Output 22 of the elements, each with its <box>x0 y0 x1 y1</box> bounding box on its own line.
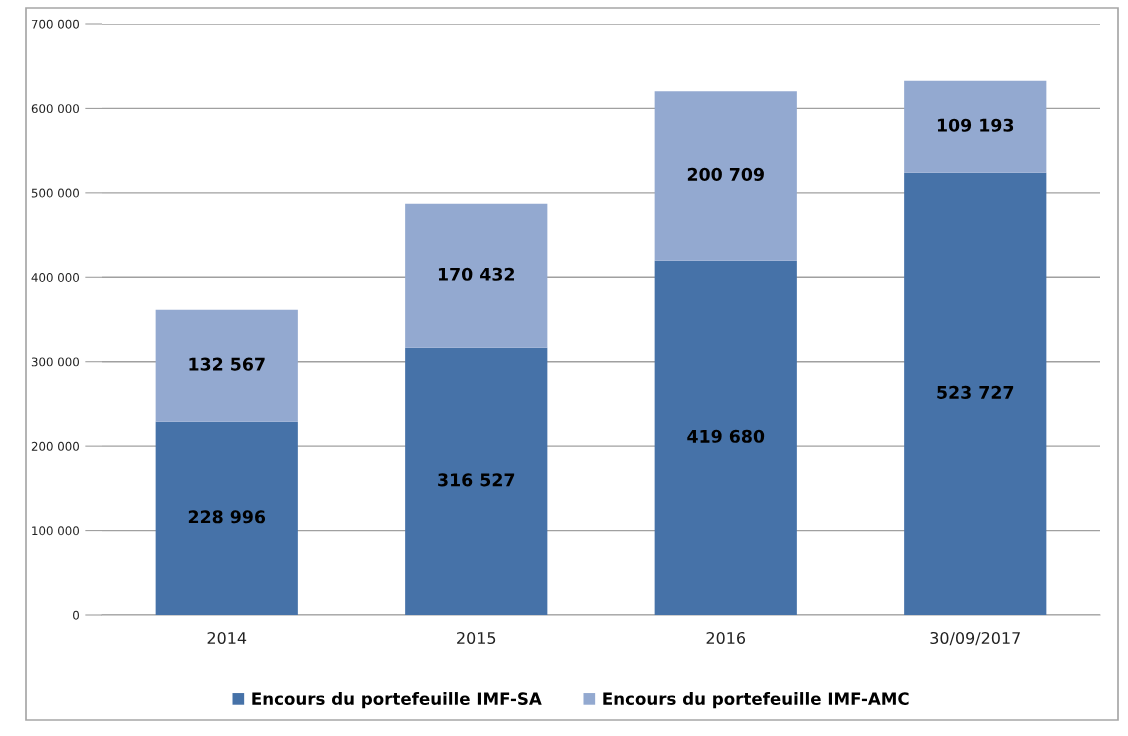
data-label: 419 680 <box>687 429 765 443</box>
y-tick-label: 100 000 <box>32 526 79 536</box>
x-tick-label: 2015 <box>457 631 496 645</box>
legend-label: Encours du portefeuille IMF-AMC <box>603 692 909 709</box>
legend-label: Encours du portefeuille IMF-SA <box>252 692 542 709</box>
y-tick-label: 500 000 <box>31 188 79 198</box>
y-tick-label: 200 000 <box>31 441 79 451</box>
x-tick-label: 30/09/2017 <box>930 631 1020 646</box>
data-label: 523 727 <box>937 385 1014 399</box>
x-tick-label: 2014 <box>207 631 247 645</box>
y-tick-label: 600 000 <box>31 104 79 114</box>
data-label: 132 567 <box>189 357 265 371</box>
data-label: 109 193 <box>937 118 1014 132</box>
y-tick-label: 400 000 <box>31 273 79 282</box>
data-label: 170 432 <box>438 267 514 281</box>
data-label: 200 709 <box>687 167 764 181</box>
data-label: 228 996 <box>188 510 266 524</box>
y-tick-label: 0 <box>73 610 79 620</box>
y-tick-label: 700 000 <box>31 19 79 29</box>
y-tick-label: 300 000 <box>31 357 79 367</box>
x-tick-label: 2016 <box>706 631 746 645</box>
data-label: 316 527 <box>438 473 515 487</box>
